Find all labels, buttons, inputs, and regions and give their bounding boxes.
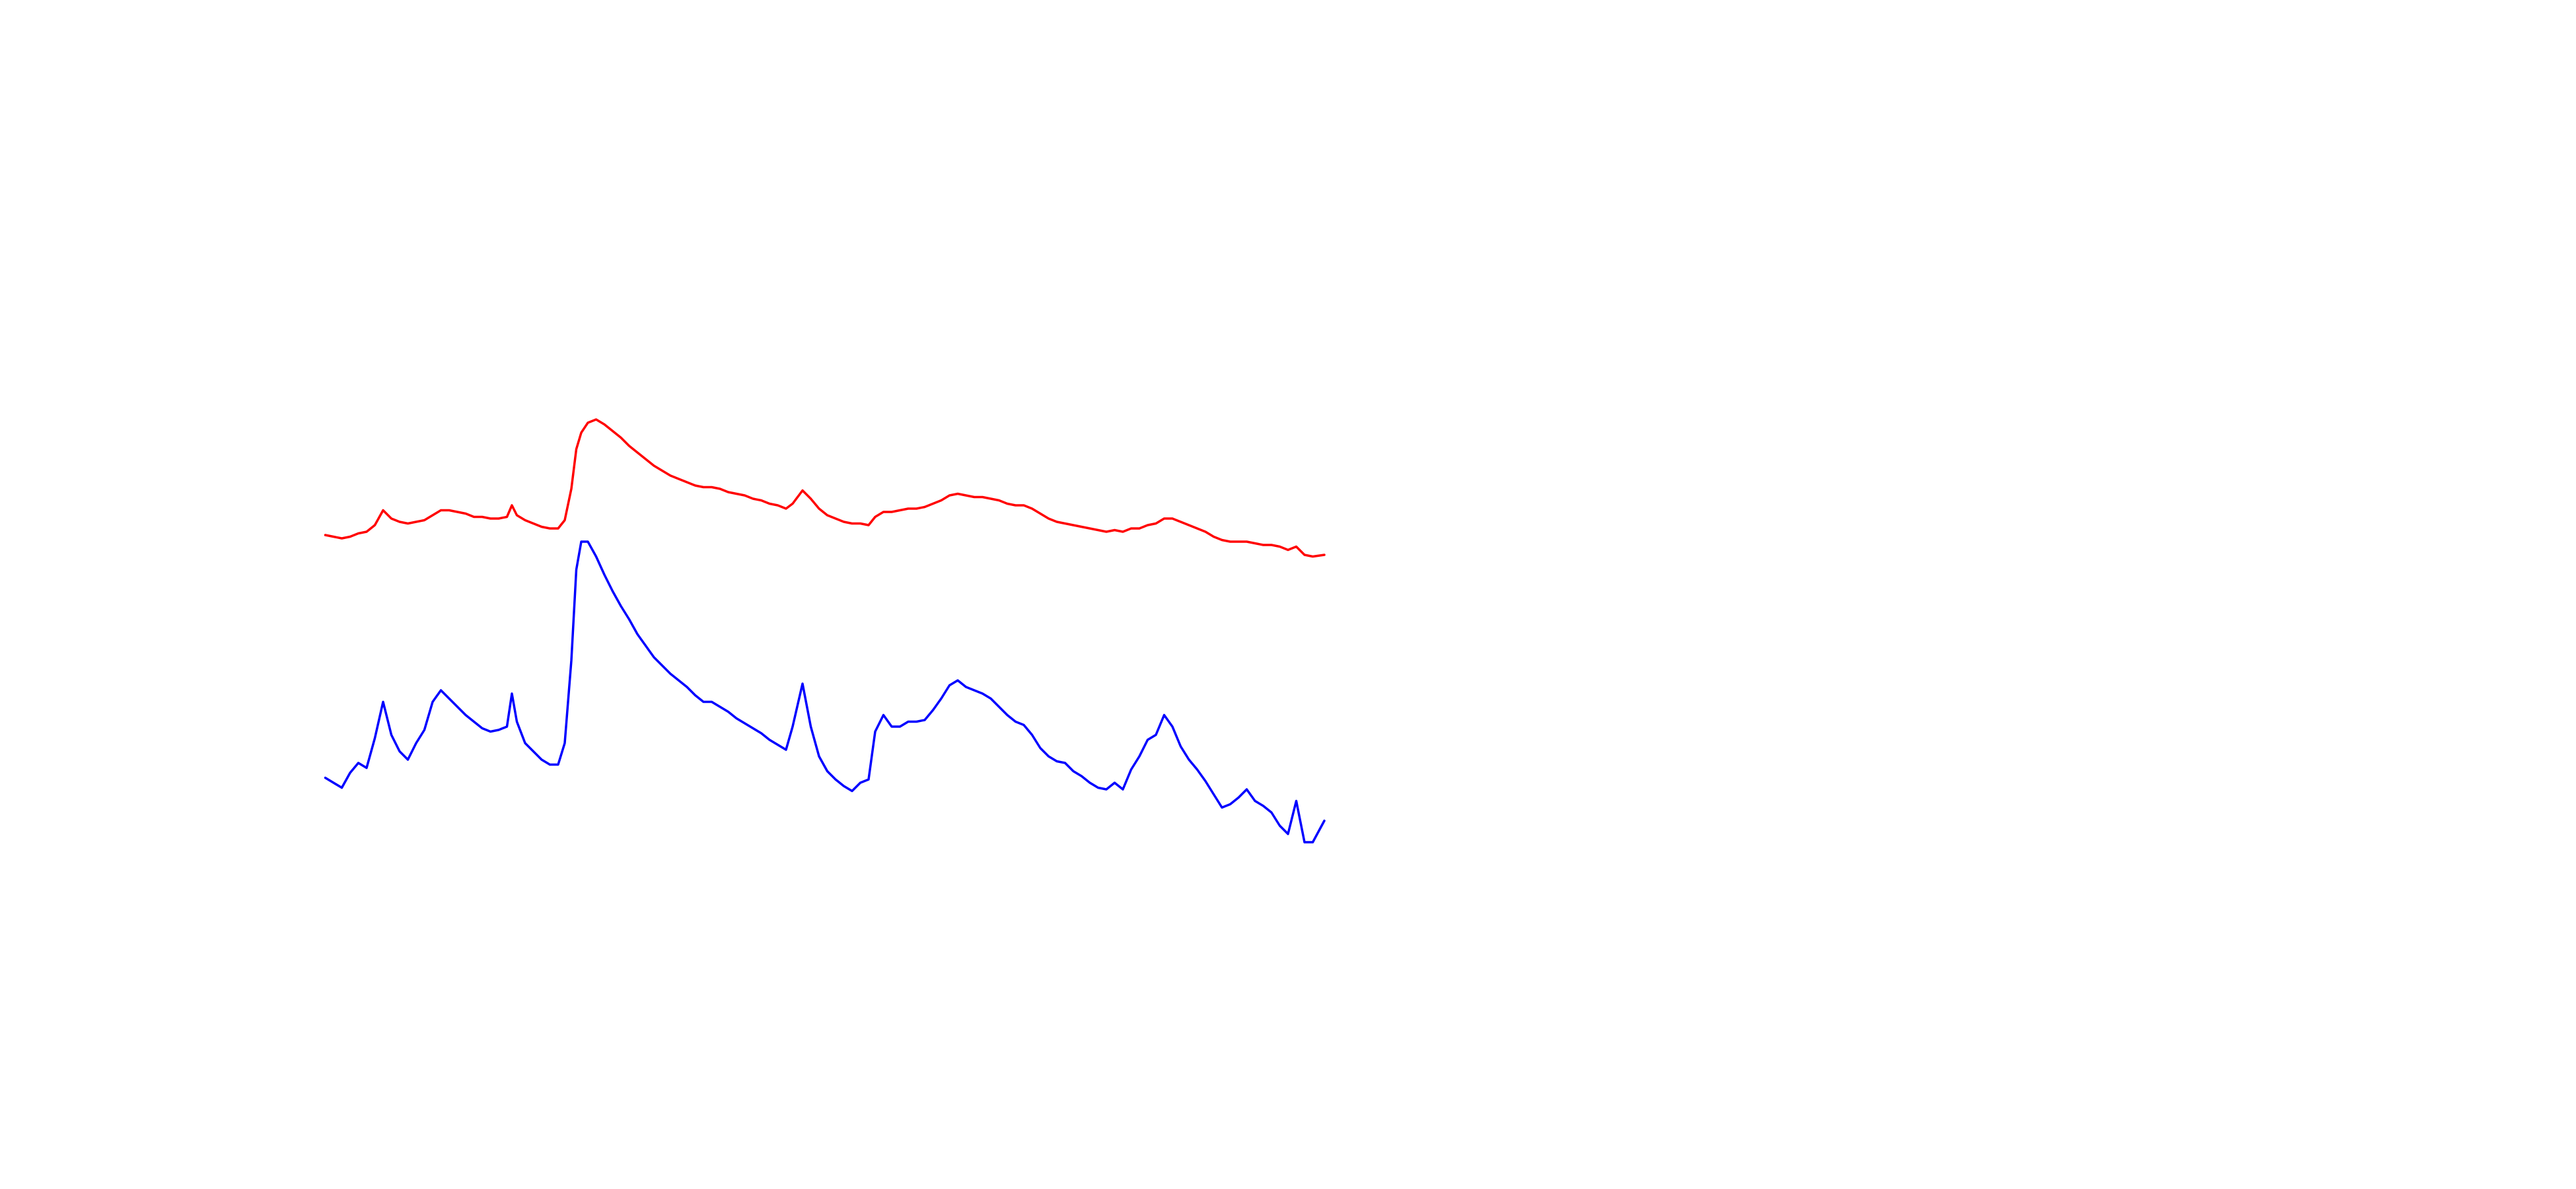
line-series <box>324 540 1326 844</box>
line-series <box>324 418 1326 558</box>
